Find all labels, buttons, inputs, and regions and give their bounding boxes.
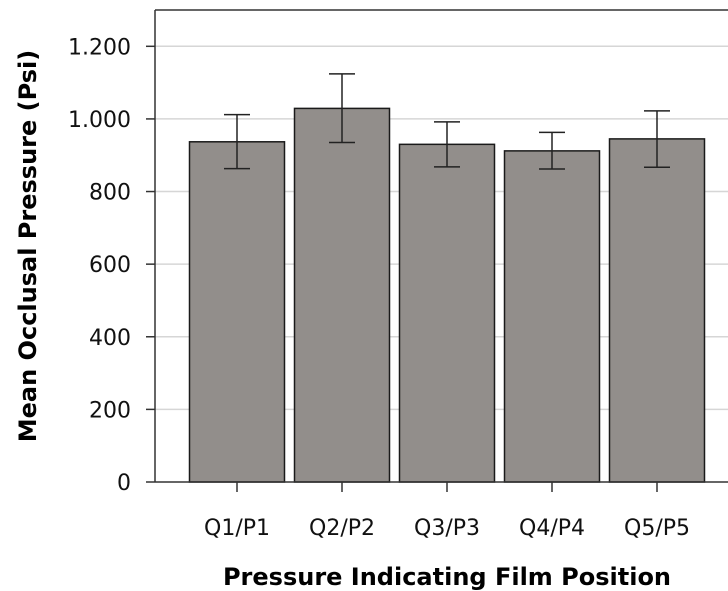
error-bar: [329, 73, 355, 144]
error-bar: [644, 110, 670, 168]
x-tick-label: Q5/P5: [624, 516, 690, 541]
bar-q3-p3: [398, 143, 496, 483]
error-bar: [539, 131, 565, 170]
x-axis-title: Pressure Indicating Film Position: [223, 563, 671, 591]
y-tick-label: 1.000: [68, 108, 131, 133]
error-bar: [434, 121, 460, 168]
x-tick-labels: Q1/P1 Q2/P2 Q3/P3 Q4/P4 Q5/P5: [204, 516, 690, 541]
bar-q4-p4: [503, 150, 601, 483]
y-tick-label: 800: [89, 181, 131, 206]
y-tick-label: 200: [89, 398, 131, 423]
y-tick-label: 600: [89, 253, 131, 278]
x-tick-label: Q1/P1: [204, 516, 270, 541]
axes: [146, 9, 728, 492]
y-tick-label: 0: [117, 471, 131, 496]
bar-q1-p1: [188, 141, 286, 483]
x-tick-label: Q2/P2: [309, 516, 375, 541]
bar-q2-p2: [293, 107, 391, 483]
x-tick-label: Q4/P4: [519, 516, 585, 541]
y-tick-label: 400: [89, 326, 131, 351]
y-tick-labels: 0 200 400 600 800 1.000 1.200: [68, 35, 131, 496]
x-tick-label: Q3/P3: [414, 516, 480, 541]
y-axis-title: Mean Occlusal Pressure (Psi): [14, 50, 42, 442]
error-bar: [224, 113, 250, 170]
bar-q5-p5: [608, 138, 706, 483]
y-tick-label: 1.200: [68, 35, 131, 60]
error-bars: [224, 73, 670, 170]
